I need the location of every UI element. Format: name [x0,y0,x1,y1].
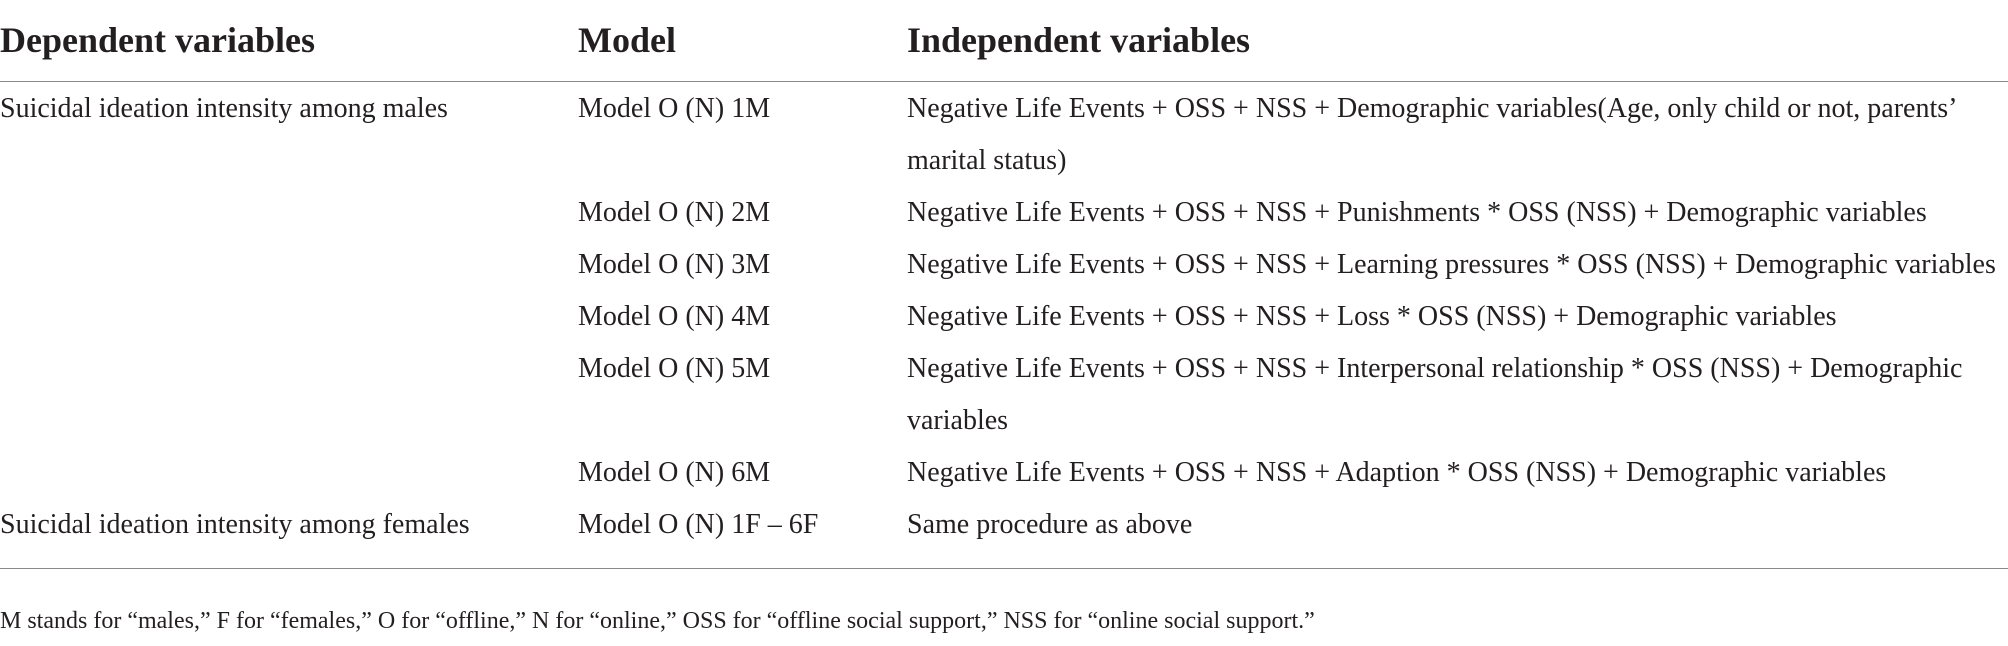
table-body: Suicidal ideation intensity among males … [0,83,2008,551]
cell-model: Model O (N) 6M [578,457,771,488]
table-bottom-rule [0,568,2008,569]
table-row: Model O (N) 2M Negative Life Events + OS… [0,187,2008,239]
cell-model: Model O (N) 5M [578,353,771,384]
cell-independent: Negative Life Events + OSS + NSS + Learn… [907,249,1996,280]
table-footnote: M stands for “males,” F for “females,” O… [0,608,1315,634]
cell-independent: Negative Life Events + OSS + NSS + Punis… [907,197,1927,228]
header-independent-variables: Independent variables [907,20,1251,60]
cell-dependent: Suicidal ideation intensity among female… [0,509,470,540]
cell-independent: Negative Life Events + OSS + NSS + Inter… [907,353,1963,436]
cell-model: Model O (N) 4M [578,301,771,332]
variables-table: Dependent variables Model Independent va… [0,0,2008,540]
table-row: Model O (N) 4M Negative Life Events + OS… [0,291,2008,343]
table-row: Suicidal ideation intensity among males … [0,83,2008,187]
table-row: Suicidal ideation intensity among female… [0,499,2008,551]
cell-model: Model O (N) 3M [578,249,771,280]
cell-independent: Same procedure as above [907,509,1193,540]
cell-dependent: Suicidal ideation intensity among males [0,93,448,124]
cell-independent: Negative Life Events + OSS + NSS + Demog… [907,93,1956,176]
cell-independent: Negative Life Events + OSS + NSS + Adapt… [907,457,1887,488]
header-dependent-variables: Dependent variables [0,20,315,60]
header-model: Model [578,20,676,60]
cell-model: Model O (N) 1F – 6F [578,509,819,540]
table-row: Model O (N) 6M Negative Life Events + OS… [0,447,2008,499]
table-header-row: Dependent variables Model Independent va… [0,0,2008,82]
cell-model: Model O (N) 1M [578,93,771,124]
cell-independent: Negative Life Events + OSS + NSS + Loss … [907,301,1837,332]
cell-model: Model O (N) 2M [578,197,771,228]
table-row: Model O (N) 3M Negative Life Events + OS… [0,239,2008,291]
table-row: Model O (N) 5M Negative Life Events + OS… [0,343,2008,447]
